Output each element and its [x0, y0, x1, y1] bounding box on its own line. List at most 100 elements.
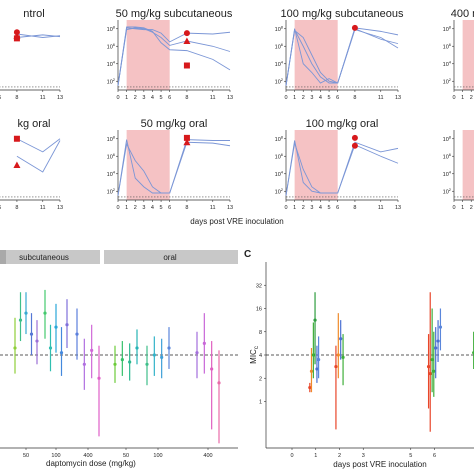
- y-tick-label: 8: [259, 330, 262, 336]
- mic-point: [35, 339, 39, 343]
- timecourse-panel: 50 mg/kg subcutaneous: [116, 8, 233, 92]
- x-tick-label: 2: [338, 453, 341, 459]
- mic-point: [195, 351, 199, 355]
- x-tick-label: 1: [293, 205, 296, 211]
- x-tick-label: 11: [40, 205, 46, 211]
- x-tick-label: 0: [116, 95, 119, 101]
- x-tick-label: 11: [40, 95, 46, 101]
- x-tick-label: 6: [0, 95, 1, 101]
- y-tick-label: 4: [259, 353, 262, 359]
- triangle-marker: [183, 37, 191, 44]
- y-tick-label: 108: [275, 134, 284, 143]
- mic-point: [432, 369, 436, 373]
- circle-marker: [351, 134, 358, 141]
- x-tick-label: 2: [302, 95, 305, 101]
- strip-oral: [104, 250, 238, 264]
- x-tick-label: 8: [15, 205, 18, 211]
- mic-point: [160, 355, 164, 359]
- y-tick-label: 104: [107, 169, 116, 178]
- mic-point: [336, 353, 340, 357]
- y-tick-label: 1: [259, 400, 262, 406]
- x-tick-label: 4: [151, 95, 154, 101]
- x-tick-label: 2: [134, 205, 137, 211]
- y-tick-label: 108: [275, 24, 284, 33]
- x-tick-label: 1: [125, 95, 128, 101]
- mic-point: [113, 362, 117, 366]
- x-tick-label: 6: [0, 205, 1, 211]
- treatment-shade: [126, 130, 170, 200]
- x-tick-label: 8: [353, 95, 356, 101]
- mic-point: [217, 381, 221, 385]
- treatment-shade: [462, 130, 474, 200]
- y-tick-label: 2: [259, 376, 262, 382]
- y-tick-label: 102: [107, 77, 116, 86]
- y-tick-label: 106: [107, 152, 116, 161]
- x-tick-label: 8: [185, 95, 188, 101]
- x-tick-label: 3: [142, 205, 145, 211]
- x-tick-label: 3: [310, 95, 313, 101]
- panel-title: 50 mg/kg oral: [141, 118, 208, 130]
- density-series-line: [117, 139, 230, 196]
- mic-point: [135, 346, 139, 350]
- x-tick-label: 400: [83, 453, 92, 459]
- density-series-line: [285, 142, 399, 196]
- mic-point: [18, 318, 23, 322]
- x-tick-label: 11: [210, 205, 216, 211]
- x-tick-label: 50: [23, 453, 29, 459]
- mic-point: [428, 372, 432, 376]
- x-tick-label: 8: [185, 205, 188, 211]
- x-tick-label: 100: [51, 453, 60, 459]
- mic-point: [309, 369, 314, 373]
- x-tick-label: 6: [336, 95, 339, 101]
- y-tick-label: 106: [275, 152, 284, 161]
- mic-point: [317, 358, 321, 362]
- x-tick-label: 13: [57, 205, 63, 211]
- x-tick-label: 2: [302, 205, 305, 211]
- y-tick-label: 104: [275, 59, 284, 68]
- b-x-axis-label: daptomycin dose (mg/kg): [46, 459, 136, 468]
- timecourse-panel: 100 mg/kg subcutaneous: [281, 8, 404, 92]
- y-tick-label: 102: [275, 187, 284, 196]
- mic-point: [128, 360, 132, 364]
- x-tick-label: 6: [168, 205, 171, 211]
- y-tick-label: 104: [443, 59, 452, 68]
- x-tick-label: 6: [168, 95, 171, 101]
- mic-point: [120, 358, 124, 362]
- x-tick-label: 6: [433, 453, 436, 459]
- x-tick-label: 0: [290, 453, 293, 459]
- x-tick-label: 1: [125, 205, 128, 211]
- x-tick-label: 5: [409, 453, 412, 459]
- y-tick-label: 104: [275, 169, 284, 178]
- density-series-line: [117, 26, 231, 86]
- timecourse-panel: 50 mg/kg oral: [116, 118, 231, 202]
- square-marker: [183, 134, 190, 141]
- mic-point: [339, 337, 343, 341]
- c-y-axis-label: MICc: [249, 346, 260, 364]
- x-tick-label: 0: [116, 205, 119, 211]
- x-tick-label: 5: [160, 205, 163, 211]
- x-tick-label: 13: [227, 205, 233, 211]
- x-tick-label: 0: [284, 95, 287, 101]
- mic-point: [334, 365, 338, 369]
- x-tick-label: 4: [319, 95, 322, 101]
- treatment-shade: [462, 20, 474, 90]
- y-tick-label: 106: [443, 42, 452, 51]
- mic-point: [65, 323, 69, 327]
- mic-point: [167, 346, 171, 350]
- circle-marker: [351, 24, 358, 31]
- mic-point: [434, 346, 438, 350]
- treatment-shade: [126, 20, 170, 90]
- y-tick-label: 108: [107, 24, 116, 33]
- c-x-axis-label: days post VRE inoculation: [333, 460, 426, 469]
- x-tick-label: 13: [395, 205, 401, 211]
- circle-marker: [183, 30, 190, 37]
- panel-title: 50 mg/kg subcutaneous: [116, 8, 233, 20]
- x-tick-label: 8: [353, 205, 356, 211]
- square-marker: [13, 135, 20, 142]
- x-tick-label: 4: [319, 205, 322, 211]
- panel-title: 100 mg/kg oral: [306, 118, 379, 130]
- mic-point: [152, 353, 156, 357]
- y-tick-label: 102: [443, 77, 452, 86]
- mic-point: [75, 332, 79, 336]
